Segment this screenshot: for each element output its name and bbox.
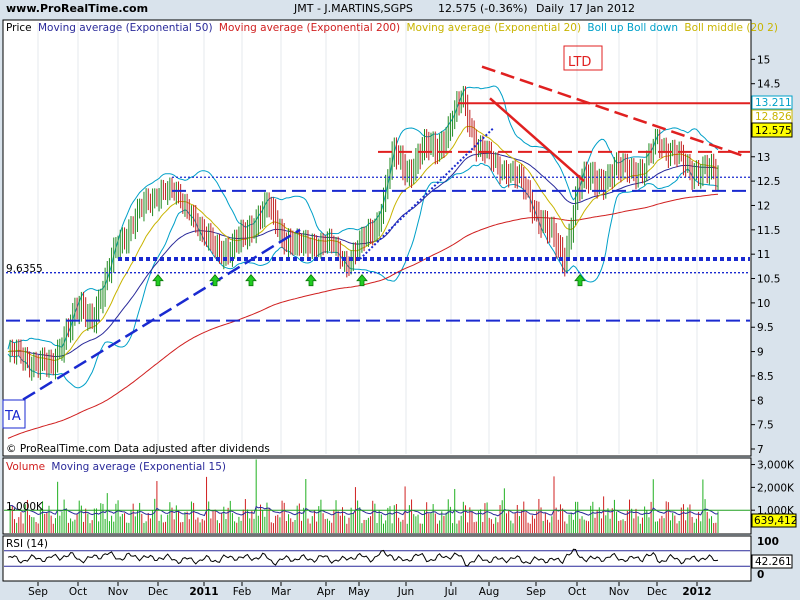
- price-tick-label: 12.5: [757, 176, 780, 188]
- chart-header: www.ProRealTime.com JMT - J.MARTINS,SGPS…: [6, 2, 635, 15]
- rsi-tick-label: 0: [757, 569, 764, 581]
- price-tick-label: 10.5: [757, 274, 780, 286]
- volume-tick-label: 2,000K: [757, 482, 795, 494]
- price-tick-label: 9: [757, 347, 764, 359]
- price-tick-label: 15: [757, 54, 770, 66]
- x-axis-label: Aug: [479, 586, 500, 598]
- price-legend: Price Moving average (Exponential 50) Mo…: [6, 22, 778, 34]
- volume-tag: 639,412: [754, 515, 797, 527]
- ta-label: TA: [4, 409, 21, 424]
- rsi-tag-box: [751, 554, 793, 569]
- price-tick-label: 7: [757, 444, 764, 456]
- price-tick-label: 11.5: [757, 225, 780, 237]
- support-resistance-lines: [6, 102, 750, 322]
- x-axis-label: May: [348, 586, 370, 598]
- volume-panel[interactable]: [2, 457, 752, 535]
- bollinger-upper-line: [7, 85, 719, 350]
- volume-legend: Volume Moving average (Exponential 15): [6, 461, 226, 473]
- uptrend-line-2: [359, 126, 495, 260]
- price-tick-label: 13: [757, 152, 770, 164]
- signal-arrow-icon: [356, 274, 368, 287]
- volume-ref-label: 1,000K: [6, 501, 44, 513]
- symbol-title: JMT - J.MARTINS,SGPS: [293, 2, 413, 15]
- price-tick-label: 12: [757, 200, 770, 212]
- signal-arrow-icon: [209, 274, 221, 287]
- price-tick-label: 14.5: [757, 79, 780, 91]
- signal-arrow-icon: [245, 274, 257, 287]
- price-footer: © ProRealTime.com Data adjusted after di…: [6, 443, 270, 455]
- tag-price: 12.575: [755, 125, 792, 137]
- x-axis-label: 2011: [189, 586, 218, 598]
- rsi-legend: RSI (14): [6, 538, 48, 550]
- x-axis-label: Sep: [526, 586, 546, 598]
- x-axis-label: Dec: [647, 586, 668, 598]
- price-tick-label: 8: [757, 395, 764, 407]
- site-title[interactable]: www.ProRealTime.com: [6, 2, 148, 15]
- price-tick-label: 11: [757, 249, 770, 261]
- signal-arrows: [152, 274, 586, 287]
- legend-ema20: Moving average (Exponential 20): [407, 22, 582, 34]
- x-axis-label: Nov: [108, 586, 129, 598]
- quote-value: 12.575 (-0.36%): [438, 2, 527, 15]
- volume-ema-line: [10, 505, 719, 517]
- x-axis: Sep Oct Nov Dec 2011 Feb Mar Apr May Jun Jul Aug Sep…: [28, 582, 712, 598]
- value-tags: 13.211 12.826 12.575: [751, 95, 793, 138]
- price-tick-label: 8.5: [757, 371, 774, 383]
- legend-volume-ma: Moving average (Exponential 15): [51, 461, 226, 473]
- ta-badge: TA: [2, 399, 26, 429]
- x-axis-label: Feb: [233, 586, 252, 598]
- uptrend-line: [5, 228, 301, 412]
- legend-price: Price: [6, 22, 32, 34]
- downtrend-line-2: [489, 97, 585, 183]
- tag-bollinger: 13.211: [755, 97, 792, 109]
- x-axis-label: Oct: [568, 586, 586, 598]
- rsi-y-axis: 0 100: [757, 536, 779, 581]
- x-axis-label: Mar: [271, 586, 291, 598]
- price-tick-label: 10: [757, 298, 770, 310]
- date-label: 17 Jan 2012: [569, 2, 635, 15]
- legend-ema200: Moving average (Exponential 200): [219, 22, 400, 34]
- x-axis-label: Jun: [397, 586, 414, 598]
- x-axis-label: Apr: [317, 586, 336, 598]
- level-label: 9.6355: [6, 263, 43, 275]
- price-tick-label: 7.5: [757, 420, 774, 432]
- x-axis-label: Oct: [69, 586, 87, 598]
- rsi-lines: [4, 548, 750, 567]
- ltd-badge: LTD: [563, 45, 603, 71]
- volume-ma: [10, 505, 719, 517]
- x-axis-label: Nov: [609, 586, 630, 598]
- signal-arrow-icon: [305, 274, 317, 287]
- rsi-panel[interactable]: [2, 535, 752, 582]
- signal-arrow-icon: [152, 274, 164, 287]
- volume-tick-label: 3,000K: [757, 460, 795, 472]
- x-axis-label: Jul: [444, 586, 458, 598]
- downtrend-line: [481, 65, 747, 158]
- legend-volume: Volume: [6, 461, 45, 473]
- trendlines: [5, 65, 747, 412]
- signal-arrow-icon: [574, 274, 586, 287]
- price-tick-label: 9.5: [757, 322, 774, 334]
- rsi-line: [7, 548, 719, 567]
- rsi-tag: 42.261: [755, 556, 792, 568]
- volume-tag-box: [751, 513, 797, 528]
- x-axis-label: Sep: [28, 586, 48, 598]
- x-axis-label: Dec: [148, 586, 169, 598]
- rsi-tick-label: 100: [757, 536, 779, 548]
- legend-ema50: Moving average (Exponential 50): [38, 22, 213, 34]
- legend-boll-middle: Boll middle (20 2): [684, 22, 778, 34]
- tag-ema20: 12.826: [755, 111, 792, 123]
- ltd-label: LTD: [568, 55, 591, 70]
- x-axis-label: 2012: [682, 586, 711, 598]
- legend-bollinger: Boll up Boll down: [587, 22, 678, 34]
- ema20-line: [7, 125, 719, 361]
- volume-bars: [9, 459, 719, 533]
- period-label: Daily: [536, 2, 564, 15]
